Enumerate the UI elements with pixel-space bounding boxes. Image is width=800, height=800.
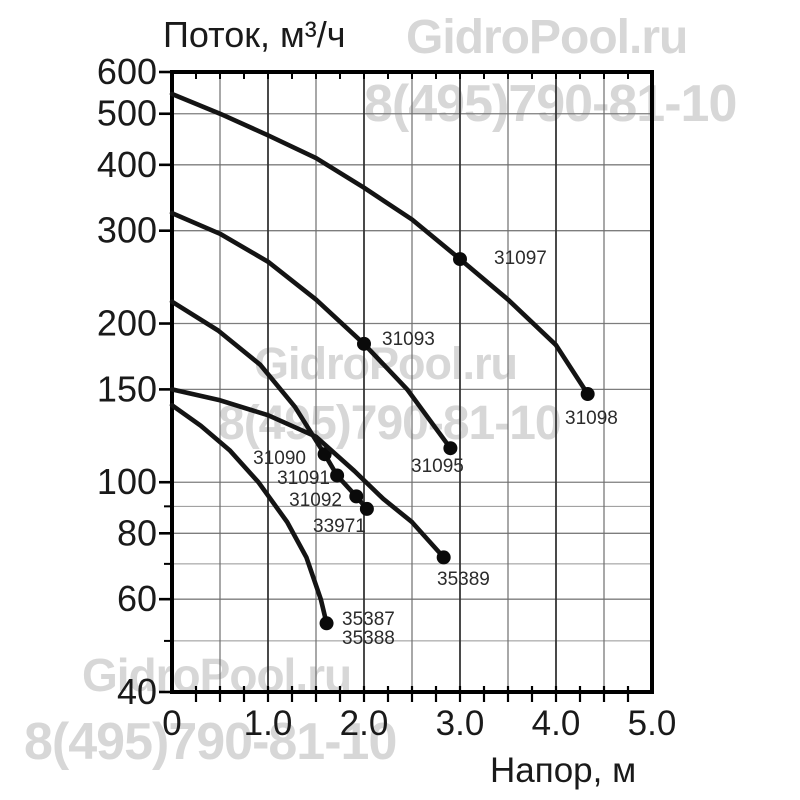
y-tick-label: 200 [97,303,157,344]
curve-point-marker [453,252,467,267]
curve-point-marker [319,616,334,631]
y-tick-label: 60 [117,578,157,619]
x-tick-label: 3.0 [436,704,485,743]
y-tick-label: 500 [97,93,157,134]
curve-point-marker [436,550,451,565]
y-tick-label: 600 [97,51,157,92]
y-tick-label: 80 [117,512,157,553]
curve-label-33971: 33971 [313,516,366,537]
watermark-phone: 8(495)790-81-10 [364,75,737,133]
curve-label-31098: 31098 [565,408,618,429]
y-axis-title: Поток, м³/ч [163,14,345,55]
y-tick-label: 150 [97,368,157,409]
curve-label-31091: 31091 [277,468,330,489]
y-tick-label: 400 [97,144,157,185]
watermark-brand: GidroPool.ru [406,11,688,64]
x-tick-label: 1.0 [244,704,293,743]
y-tick-label: 40 [117,671,157,712]
curve-label-31093: 31093 [382,329,435,350]
curve-label-31097: 31097 [494,248,547,269]
curve-label-31092: 31092 [289,490,342,511]
curve-point-marker [359,501,374,516]
curve-label-35389: 35389 [437,569,490,590]
y-tick-label: 100 [97,461,157,502]
pump-curve-31097-31098 [169,91,591,397]
plot-border [170,70,654,694]
curve-point-marker [349,489,364,504]
curve-point-marker [317,447,332,462]
pump-curve-35389 [169,387,447,560]
curve-label-31095: 31095 [411,456,464,477]
x-tick-label: 0 [162,704,181,743]
watermark-phone: 8(495)790-81-10 [218,397,562,450]
curve-point-marker [443,441,458,456]
x-tick-label: 4.0 [532,704,581,743]
curve-point-marker [357,336,371,351]
pump-curve-35387-35388 [169,402,329,626]
curve-point-marker [580,387,595,402]
curve-label-35388: 35388 [342,628,395,649]
x-tick-label: 2.0 [340,704,389,743]
curve-label-35387: 35387 [342,609,395,630]
watermark-phone: 8(495)790-81-10 [24,713,397,771]
curve-point-marker [330,468,345,483]
y-tick-label: 300 [97,210,157,251]
x-tick-label: 5.0 [628,704,677,743]
pump-curve-31093-31095 [169,210,453,451]
watermark-brand: GidroPool.ru [254,338,518,389]
x-axis-title: Напор, м [490,751,636,790]
curve-label-31090: 31090 [253,448,306,469]
